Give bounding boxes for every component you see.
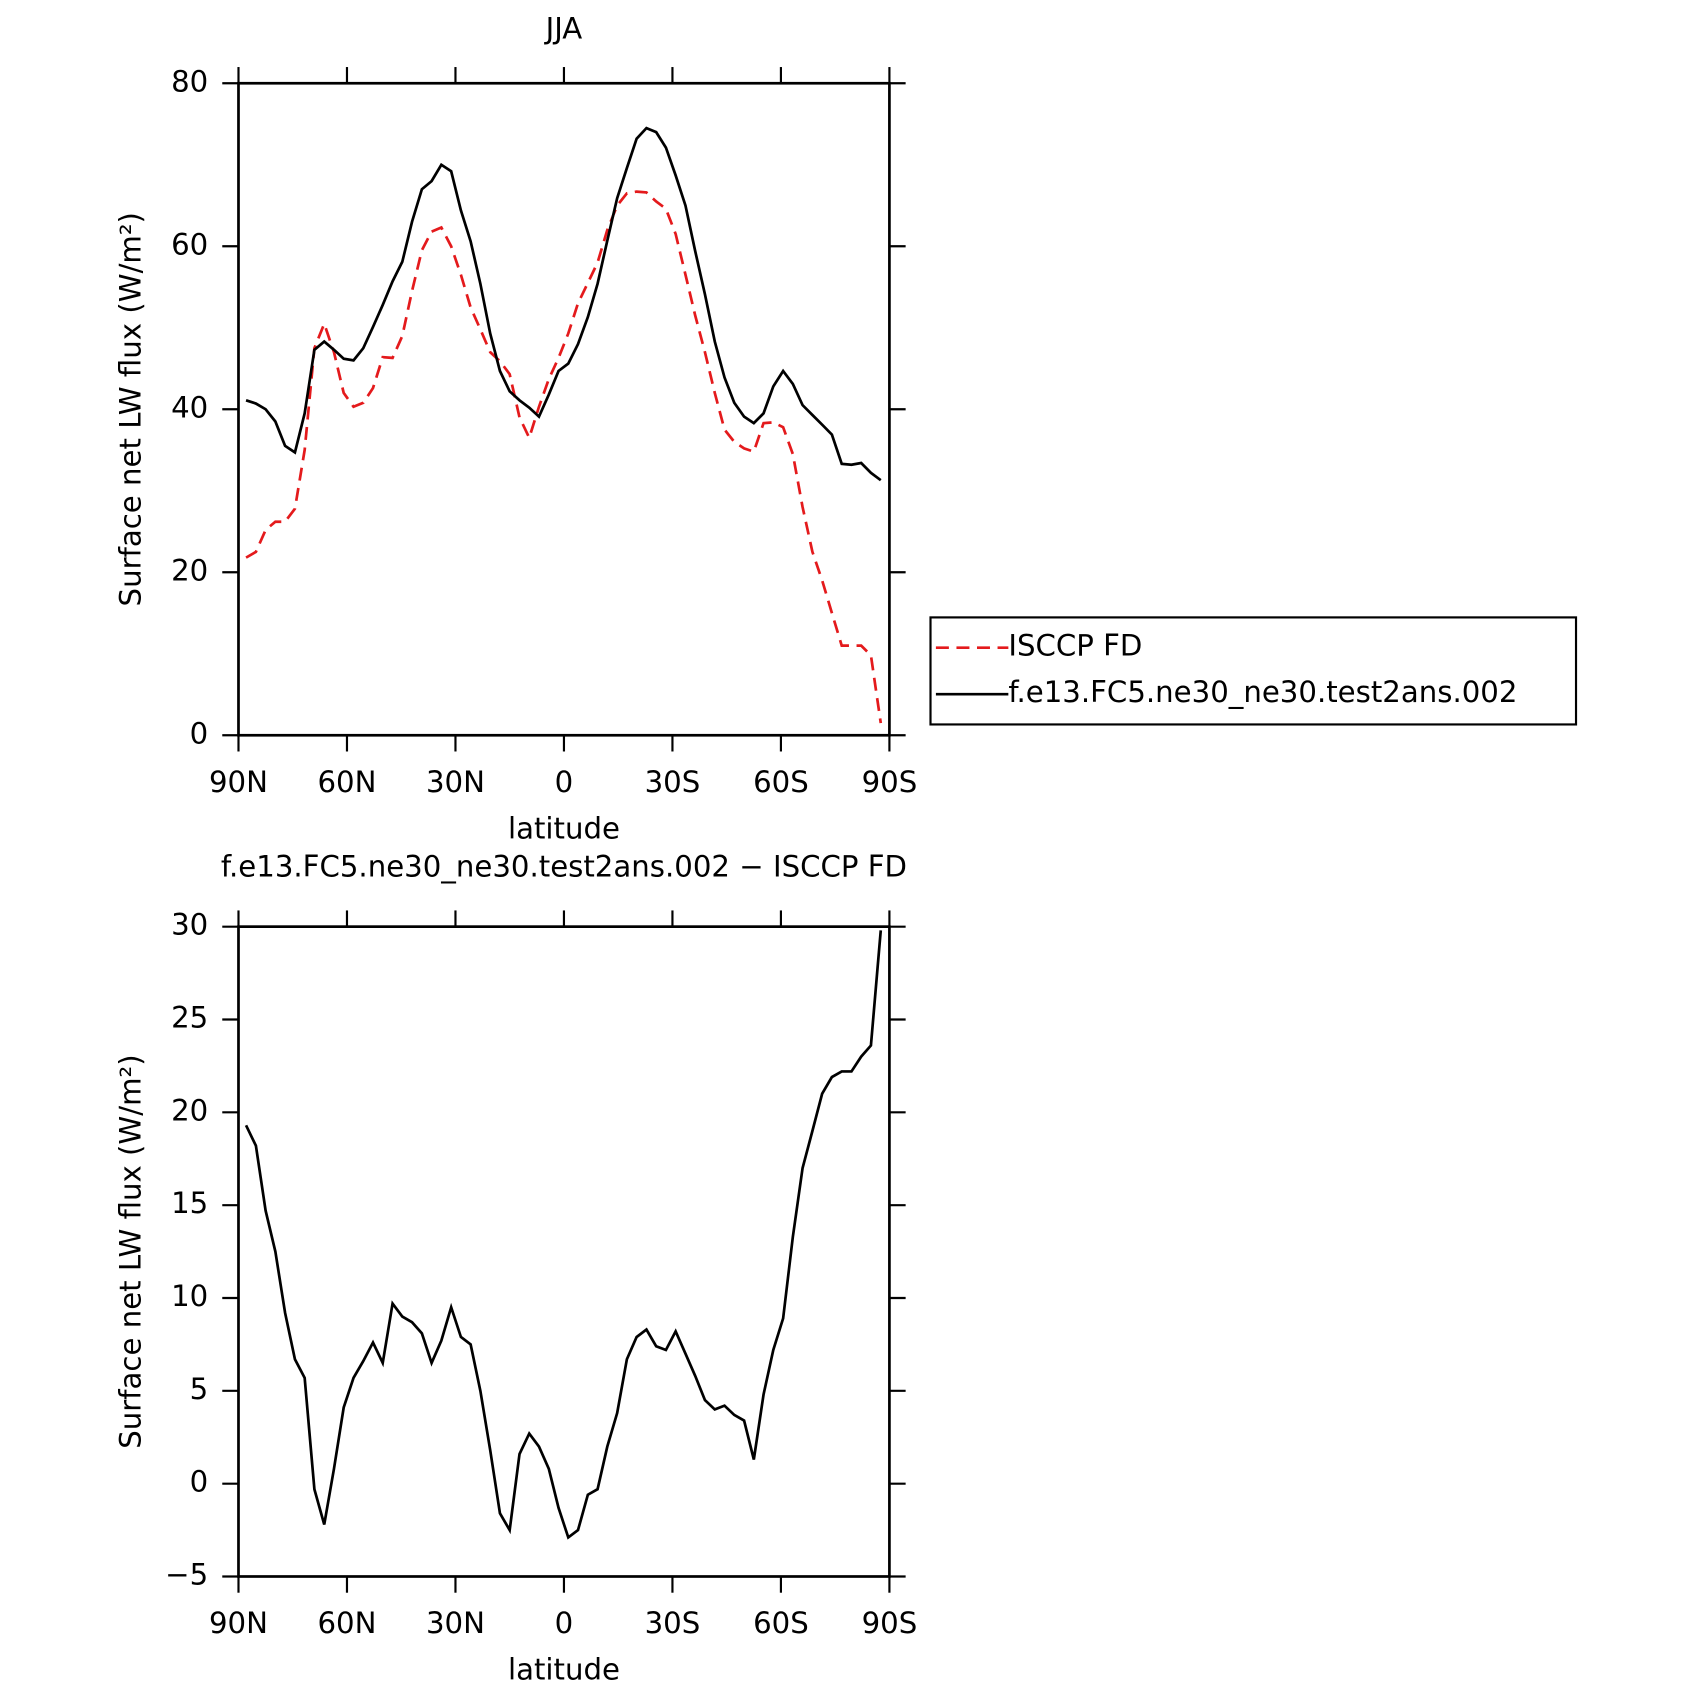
y-tick-label: 40 — [171, 390, 208, 424]
y-axis-label: Surface net LW flux (W/m²) — [114, 1054, 148, 1448]
y-tick-label: 30 — [171, 908, 208, 942]
y-tick-label: −5 — [165, 1557, 208, 1591]
y-tick-label: 0 — [190, 1465, 209, 1499]
x-axis-label: latitude — [508, 1653, 620, 1687]
y-tick-label: 20 — [171, 1093, 208, 1127]
data-line — [244, 930, 883, 1540]
x-tick-label: 60S — [753, 1606, 809, 1640]
x-axis-label: latitude — [508, 811, 620, 845]
plot-frame — [237, 81, 891, 737]
x-tick-label: 30S — [645, 765, 701, 799]
data-line — [245, 190, 883, 724]
legend-label: ISCCP FD — [1008, 629, 1142, 663]
x-tick-label: 90S — [862, 1606, 918, 1640]
legend-label: f.e13.FC5.ne30_ne30.test2ans.002 — [1008, 675, 1517, 709]
y-axis-label: Surface net LW flux (W/m²) — [114, 212, 148, 606]
x-tick-label: 0 — [555, 1606, 574, 1640]
data-line — [245, 126, 882, 482]
y-tick-label: 25 — [171, 1000, 208, 1034]
legend-box — [929, 616, 1578, 726]
y-tick-label: 15 — [171, 1186, 208, 1220]
x-tick-label: 30N — [426, 1606, 485, 1640]
y-tick-label: 5 — [190, 1372, 209, 1406]
x-tick-label: 0 — [555, 765, 574, 799]
x-tick-label: 90S — [862, 765, 918, 799]
x-tick-label: 60S — [753, 765, 809, 799]
x-tick-label: 30N — [426, 765, 485, 799]
y-tick-label: 20 — [171, 553, 208, 587]
chart-title: f.e13.FC5.ne30_ne30.test2ans.002 − ISCCP… — [221, 849, 907, 883]
x-tick-label: 60N — [317, 765, 376, 799]
x-tick-label: 90N — [209, 765, 268, 799]
chart-title: JJA — [544, 11, 583, 45]
y-tick-label: 80 — [171, 64, 208, 98]
y-tick-label: 60 — [171, 227, 208, 261]
x-tick-label: 30S — [645, 1606, 701, 1640]
x-tick-label: 90N — [209, 1606, 268, 1640]
y-tick-label: 0 — [190, 716, 209, 750]
x-tick-label: 60N — [317, 1606, 376, 1640]
y-tick-label: 10 — [171, 1279, 208, 1313]
